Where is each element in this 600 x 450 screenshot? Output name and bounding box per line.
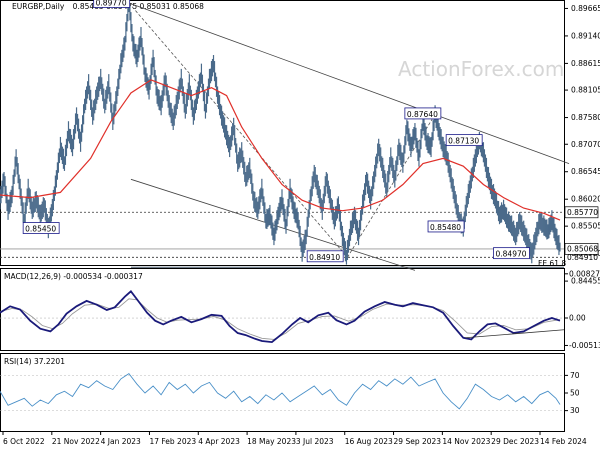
- price-y-tick-label: 0.89140: [571, 31, 600, 40]
- price-y-tick-label: 0.89665: [571, 4, 600, 13]
- macd-y-axis: 0.008272 0.00 -0.005136: [564, 269, 600, 350]
- level-label-box: [404, 107, 442, 120]
- trend-line: [347, 114, 436, 258]
- rsi-line: [0, 372, 561, 410]
- price-marker-label: 0.84910: [567, 253, 598, 262]
- price-y-tick-label: 0.86545: [571, 167, 600, 176]
- trend-line: [128, 2, 348, 258]
- rsi-y-tick-label: 50: [570, 389, 580, 398]
- x-tick-label: 21 Nov 2022: [52, 437, 100, 446]
- price-y-tick-label: 0.86020: [571, 195, 600, 204]
- rsi-y-tick-label: 30: [570, 406, 580, 415]
- price-y-tick-label: 0.88105: [571, 86, 600, 95]
- price-marker-label: 0.85068: [567, 244, 598, 253]
- x-tick-label: 6 Oct 2022: [3, 437, 45, 446]
- x-tick-label: 17 Feb 2023: [149, 437, 196, 446]
- x-tick-label: 29 Sep 2023: [394, 437, 442, 446]
- macd-plot: [0, 289, 565, 344]
- price-y-tick-label: 0.88615: [571, 59, 600, 68]
- price-grid: [0, 211, 564, 268]
- x-tick-label: 3 Jul 2023: [296, 437, 334, 446]
- macd-line: [0, 289, 561, 344]
- level-label: 0.85480: [430, 223, 461, 232]
- level-label-box: [93, 0, 131, 8]
- macd-trend-line: [465, 329, 565, 339]
- level-label: 0.89770: [96, 0, 127, 7]
- level-label: 0.87130: [448, 137, 479, 146]
- rsi-plot: [0, 372, 564, 411]
- level-label-box: [306, 250, 344, 263]
- x-tick-label: 29 Dec 2023: [491, 437, 539, 446]
- watermark: ActionForex.com: [398, 57, 564, 81]
- macd-y-tick-label: 0.008272: [569, 269, 600, 278]
- trend-line: [128, 2, 570, 164]
- rsi-y-tick-label: 70: [570, 371, 580, 380]
- level-label: 0.84910: [309, 253, 340, 262]
- level-label-box: [22, 222, 60, 234]
- price-y-tick-label: 0.85505: [571, 222, 600, 231]
- price-y-tick-label: 0.87070: [571, 140, 600, 149]
- macd-title: MACD(12,26,9) -0.000534 -0.000317: [4, 272, 143, 281]
- price-y-tick-label: 0.84455: [571, 277, 600, 286]
- level-label-box: [427, 220, 465, 233]
- price-marker-label: 0.85770: [567, 208, 598, 217]
- symbol-timeframe: EURGBP,Daily: [12, 2, 65, 11]
- macd-panel-frame: [0, 268, 565, 351]
- rsi-y-axis: 70 50 30: [564, 371, 580, 415]
- price-y-tick-label: 0.87580: [571, 113, 600, 122]
- price-marker-box: [564, 243, 599, 255]
- moving-average-line: [0, 79, 561, 221]
- price-y-axis: 0.89665 0.89140 0.88615 0.88105 0.87580 0.870…: [564, 4, 600, 286]
- x-tick-label: 14 Nov 2023: [442, 437, 490, 446]
- macd-signal-line: [0, 298, 561, 340]
- level-label: 0.85450: [25, 225, 56, 234]
- level-label: 0.84970: [496, 250, 527, 259]
- level-label-box: [445, 134, 483, 147]
- macd-y-tick-label: -0.005136: [569, 341, 600, 350]
- rsi-title: RSI(14) 37.2201: [4, 357, 65, 366]
- price-panel-frame: [0, 0, 565, 266]
- x-axis: 6 Oct 2022 21 Nov 2022 4 Jan 2023 17 Feb 20…: [2, 432, 587, 446]
- x-tick-label: 18 May 2023: [247, 437, 296, 446]
- price-marker-box: [564, 206, 599, 219]
- macd-y-tick-label: 0.00: [569, 314, 586, 323]
- x-tick-label: 4 Apr 2023: [198, 437, 240, 446]
- price-annotations: 0.89770 0.85450 0.87640 0.87130 0.85480 0.849…: [22, 0, 566, 268]
- x-tick-label: 4 Jan 2023: [101, 437, 141, 446]
- x-tick-label: 14 Feb 2024: [540, 437, 587, 446]
- level-label: 0.87640: [407, 110, 438, 119]
- x-tick-label: 16 Aug 2023: [345, 437, 393, 446]
- price-lines: [0, 0, 570, 271]
- fe-618-label: FE 61.8: [538, 259, 566, 268]
- level-label-box: [493, 247, 530, 260]
